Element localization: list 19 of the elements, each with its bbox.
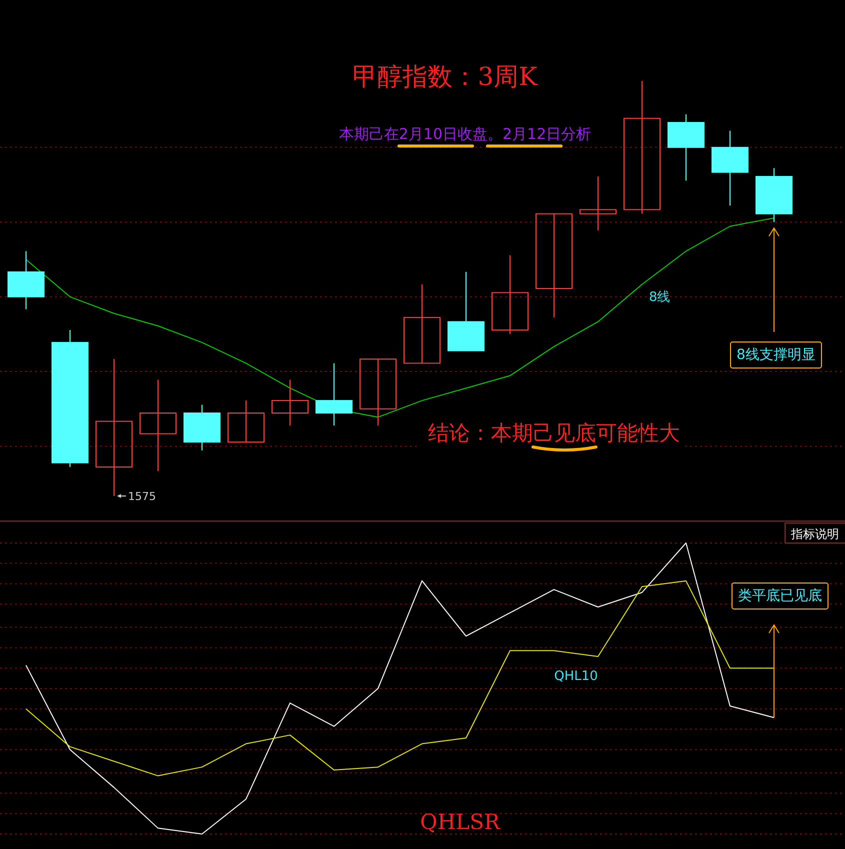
annotation: 8线支撑明显 <box>736 347 816 363</box>
text: 本期己在2月10日收盘。2月12日分析 <box>338 125 592 143</box>
candlestick <box>624 80 660 214</box>
candlestick <box>492 254 528 335</box>
annotation: 类平底已见底 <box>738 588 822 604</box>
candlestick <box>580 176 616 231</box>
candlestick <box>404 284 440 364</box>
button: 指标说明 <box>784 522 845 544</box>
series-label: QHL10 <box>554 668 598 684</box>
series-label: 8线 <box>648 290 670 305</box>
candlestick <box>272 379 308 426</box>
candlestick <box>536 213 572 318</box>
candlestick <box>228 400 264 443</box>
annotation: 结论：本期己见底可能性大 <box>428 421 680 445</box>
chart-title: 甲醇指数：3周K <box>352 62 539 91</box>
text: QHLSR <box>420 810 502 834</box>
candlestick <box>140 379 176 472</box>
candlestick <box>360 358 396 426</box>
annotation: 1575 <box>128 490 156 503</box>
